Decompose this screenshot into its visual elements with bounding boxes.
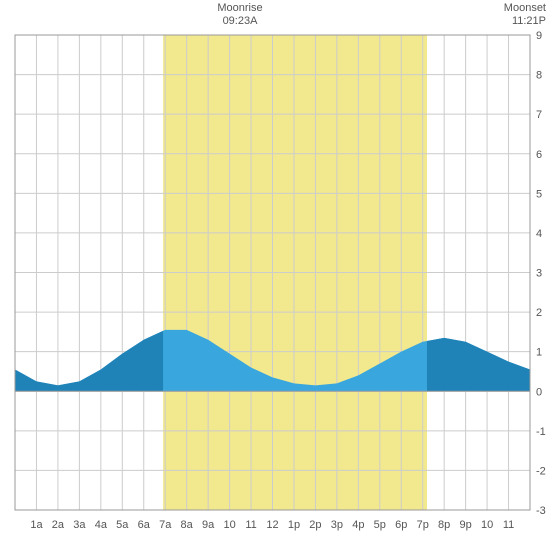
tide-chart: Moonrise 09:23A Moonset 11:21P -3-2-1012… <box>0 0 550 550</box>
y-tick-label: -3 <box>536 505 546 517</box>
x-tick-label: 3p <box>331 519 343 531</box>
x-tick-label: 10 <box>223 519 235 531</box>
x-tick-label: 7a <box>159 519 172 531</box>
x-tick-label: 3a <box>73 519 86 531</box>
x-tick-label: 1a <box>30 519 43 531</box>
x-tick-label: 2p <box>309 519 321 531</box>
y-tick-label: -2 <box>536 465 546 477</box>
y-tick-label: -1 <box>536 426 546 438</box>
moonset-label: Moonset <box>486 2 546 15</box>
y-tick-label: 5 <box>536 188 542 200</box>
x-tick-label: 9p <box>460 519 472 531</box>
moonrise-block: Moonrise 09:23A <box>200 2 280 28</box>
x-tick-label: 7p <box>417 519 429 531</box>
y-tick-label: 8 <box>536 70 542 82</box>
x-tick-label: 1p <box>288 519 300 531</box>
y-tick-label: 2 <box>536 307 542 319</box>
x-tick-label: 4a <box>95 519 108 531</box>
x-tick-label: 4p <box>352 519 364 531</box>
moonrise-label: Moonrise <box>200 2 280 15</box>
x-tick-label: 8p <box>438 519 450 531</box>
x-tick-label: 5p <box>374 519 386 531</box>
x-tick-label: 10 <box>481 519 493 531</box>
x-tick-label: 12 <box>266 519 278 531</box>
moonset-time: 11:21P <box>486 15 546 28</box>
y-tick-label: 1 <box>536 347 542 359</box>
x-tick-label: 11 <box>245 519 256 531</box>
moonrise-time: 09:23A <box>200 15 280 28</box>
x-tick-label: 6a <box>138 519 151 531</box>
x-tick-label: 11 <box>503 519 514 531</box>
y-tick-label: 3 <box>536 268 542 280</box>
x-tick-label: 8a <box>181 519 194 531</box>
y-tick-label: 4 <box>536 228 542 240</box>
y-tick-label: 0 <box>536 386 542 398</box>
chart-svg: -3-2-101234567891a2a3a4a5a6a7a8a9a101112… <box>0 0 550 550</box>
x-tick-label: 6p <box>395 519 407 531</box>
y-tick-label: 7 <box>536 109 542 121</box>
y-tick-label: 9 <box>536 30 542 42</box>
x-tick-label: 9a <box>202 519 215 531</box>
y-tick-label: 6 <box>536 149 542 161</box>
x-tick-label: 2a <box>52 519 65 531</box>
x-tick-label: 5a <box>116 519 129 531</box>
moonset-block: Moonset 11:21P <box>486 2 546 28</box>
